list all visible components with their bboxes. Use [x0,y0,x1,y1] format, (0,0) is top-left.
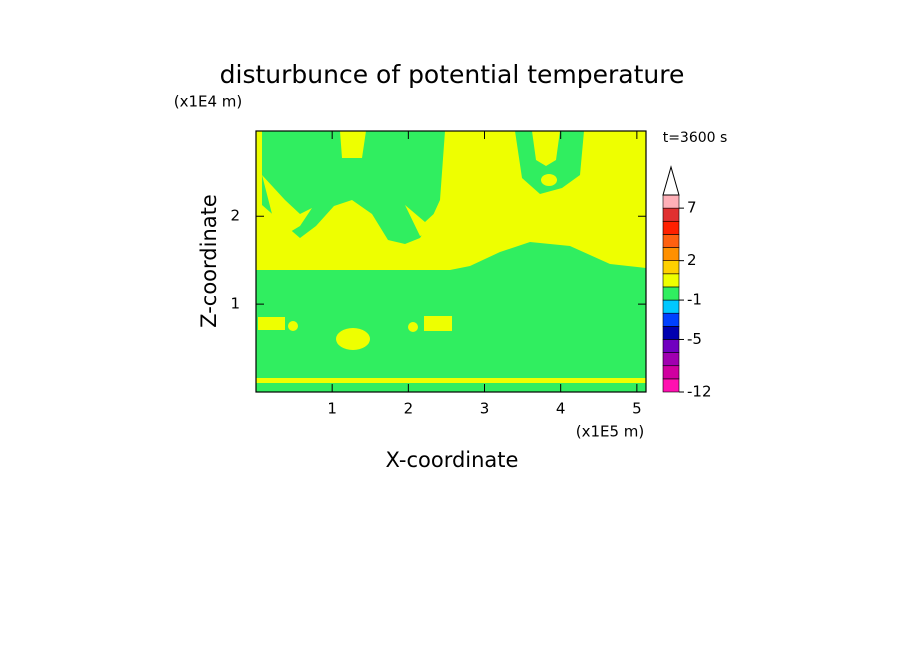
colorbar-segment [662,234,680,248]
contour-region [440,242,646,282]
contour-region [541,174,557,186]
colorbar-segment [662,365,680,380]
colorbar-segment [662,326,680,340]
colorbar-segment [662,339,680,353]
contour-region [288,321,298,331]
colorbar-segment [662,247,680,261]
colorbar-segment [662,312,680,327]
contour-region [405,205,438,236]
colorbar-segment [662,286,680,301]
colorbar-tick-label: -12 [687,383,712,401]
contour-region [258,317,285,330]
contour-region [336,328,370,350]
contour-region [256,270,446,282]
colorbar-segment [662,220,680,235]
x-tick-label: 5 [632,400,642,418]
contour-region [424,316,452,331]
colorbar-segment [662,207,680,222]
contour-region [515,131,584,194]
colorbar-extension [662,165,680,196]
x-tick-label: 4 [556,400,566,418]
x-tick-label: 1 [327,400,337,418]
y-tick-label: 1 [230,295,240,313]
x-tick-label: 3 [480,400,490,418]
colorbar-tick-label: 2 [687,251,697,269]
x-axis-label: X-coordinate [386,448,519,472]
colorbar-segment [662,194,680,209]
chart-title: disturbunce of potential temperature [220,60,685,89]
y-unit: (x1E4 m) [174,93,243,111]
y-axis-label: Z-coordinate [197,194,221,328]
annotation: t=3600 s [663,130,728,146]
colorbar-tick-label: -5 [687,330,702,348]
colorbar-tick-label: -1 [687,291,702,309]
plot-frame [255,130,647,393]
colorbar-tick-label: 7 [687,199,697,217]
colorbar-segment [662,273,680,288]
x-tick-label: 2 [404,400,414,418]
contour-region [408,322,418,332]
contour-region [262,175,312,232]
x-unit: (x1E5 m) [576,423,645,441]
contour-region [256,378,646,383]
contour-region [262,131,445,244]
colorbar-segment [662,299,680,314]
colorbar-segment [662,260,680,275]
colorbar-segment [662,352,680,367]
colorbar-segment [662,378,680,393]
y-tick-label: 2 [230,207,240,225]
